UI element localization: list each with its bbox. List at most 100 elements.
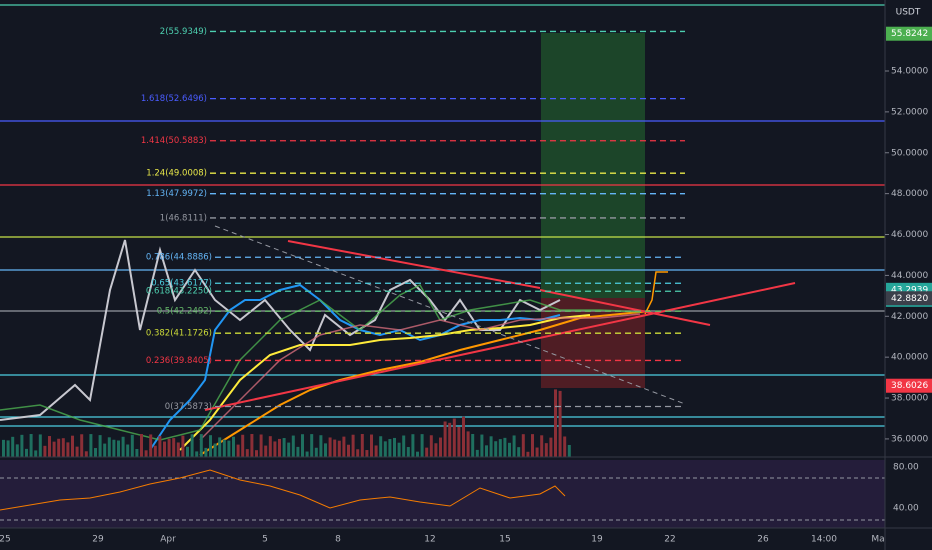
volume-bar: [11, 436, 15, 457]
volume-bar: [351, 434, 355, 457]
main-pane: [0, 0, 885, 457]
volume-bar: [222, 439, 226, 457]
price-badge: [886, 26, 932, 41]
volume-bar: [84, 451, 88, 457]
volume-bar: [117, 440, 120, 457]
volume-bar: [255, 450, 258, 457]
volume-bar: [517, 447, 521, 457]
volume-bar: [443, 421, 447, 457]
price-tick: 52.0000: [891, 107, 928, 117]
fib-label: 2(55.9349): [160, 27, 207, 37]
time-tick: 14:00: [811, 535, 837, 545]
volume-bar: [98, 435, 102, 457]
fib-label: 1.13(47.9972): [146, 189, 207, 199]
volume-bar: [52, 441, 56, 457]
volume-bar: [521, 434, 525, 457]
volume-bar: [301, 434, 304, 457]
volume-bar: [66, 442, 70, 457]
volume-bar: [333, 439, 337, 457]
volume-bar: [475, 449, 479, 457]
volume-bar: [439, 437, 442, 457]
price-tick: 50.0000: [891, 148, 928, 158]
volume-bar: [245, 449, 249, 457]
time-tick: Apr: [160, 535, 176, 545]
volume-bar: [278, 438, 281, 457]
time-tick: 12: [424, 535, 435, 545]
time-tick: 5: [262, 535, 268, 545]
volume-bar: [282, 438, 286, 457]
volume-bar: [121, 436, 125, 457]
price-tick: 38.0000: [891, 394, 928, 404]
volume-bar: [112, 439, 116, 457]
volume-bar: [374, 445, 378, 457]
volume-bar: [176, 442, 180, 457]
volume-bar: [181, 435, 185, 457]
volume-bar: [38, 434, 42, 457]
volume-bars: [2, 389, 571, 457]
fib-label: 0.5(42.2492): [157, 307, 212, 317]
volume-bar: [227, 440, 231, 457]
volume-bar: [310, 434, 314, 457]
volume-bar: [452, 418, 456, 457]
volume-bar: [158, 436, 162, 457]
volume-bar: [388, 439, 392, 457]
volume-bar: [512, 435, 516, 457]
volume-bar: [370, 434, 373, 457]
volume-bar: [563, 436, 567, 457]
volume-bar: [314, 447, 318, 457]
volume-bar: [379, 436, 383, 457]
volume-bar: [328, 437, 332, 457]
volume-bar: [57, 438, 61, 457]
volume-bar: [526, 451, 530, 457]
volume-bar: [199, 434, 203, 457]
volume-bar: [107, 437, 111, 457]
fib-label: 1.414(50.5883): [141, 136, 207, 146]
time-tick: 19: [591, 535, 603, 545]
volume-bar: [347, 444, 350, 457]
volume-bar: [480, 434, 484, 457]
volume-bar: [34, 450, 38, 457]
price-tick: 48.0000: [891, 189, 928, 199]
volume-bar: [498, 439, 502, 457]
volume-bar: [489, 436, 493, 457]
volume-bar: [167, 438, 171, 457]
volume-bar: [397, 442, 401, 457]
time-tick: 25: [0, 535, 11, 545]
volume-bar: [319, 435, 323, 457]
volume-bar: [43, 445, 47, 457]
volume-bar: [356, 449, 360, 457]
rsi-tick: 40.00: [893, 504, 919, 514]
volume-bar: [411, 434, 415, 457]
volume-bar: [567, 444, 571, 457]
volume-bar: [204, 447, 208, 457]
price-tick: 54.0000: [891, 67, 928, 77]
fib-label: 0(37.5873): [165, 402, 212, 412]
volume-bar: [273, 441, 277, 457]
volume-bar: [434, 443, 438, 457]
volume-bar: [448, 422, 452, 457]
fib-label: 0.618(43.2250): [146, 287, 212, 297]
volume-bar: [425, 447, 429, 457]
volume-bar: [416, 451, 419, 457]
volume-bar: [15, 444, 19, 457]
volume-bar: [291, 435, 295, 457]
volume-bar: [29, 434, 33, 457]
volume-bar: [268, 436, 272, 457]
rsi-tick: 80.00: [893, 463, 919, 473]
price-badge: [886, 378, 932, 393]
volume-bar: [544, 443, 548, 457]
volume-bar: [360, 434, 364, 457]
volume-bar: [406, 447, 410, 457]
volume-bar: [75, 446, 79, 457]
time-tick: Ma: [871, 535, 884, 545]
price-badge-label: 42.8820: [891, 294, 928, 304]
volume-bar: [264, 445, 268, 457]
volume-bar: [135, 448, 139, 457]
volume-bar: [103, 443, 107, 457]
trend-line: [214, 225, 686, 405]
volume-bar: [218, 437, 222, 457]
price-tick: 42.0000: [891, 312, 928, 322]
time-tick: 8: [335, 535, 341, 545]
volume-bar: [494, 441, 498, 457]
